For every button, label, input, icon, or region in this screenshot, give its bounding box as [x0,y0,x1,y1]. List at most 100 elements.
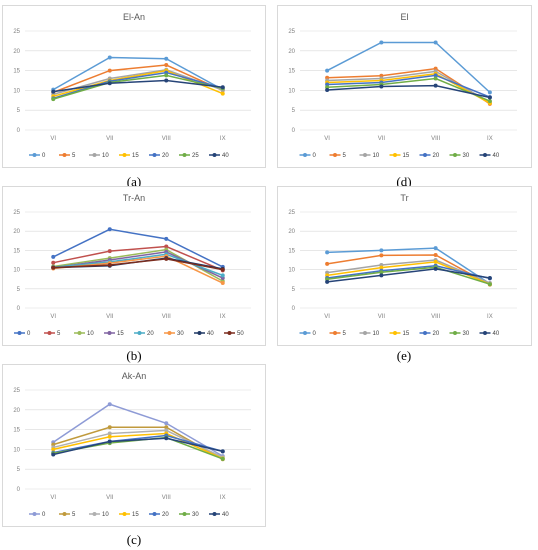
data-point-30 [379,270,384,275]
x-tick-label: IX [220,136,226,142]
legend-label: 15 [132,153,139,159]
series-line-40 [327,84,491,99]
series-line-40 [53,437,223,456]
data-point-0 [379,40,384,45]
data-point-15 [433,259,438,264]
series-line-30 [327,266,491,285]
legend-marker-0 [303,331,307,335]
legend-marker-30 [453,153,457,157]
series-line-0 [52,56,224,91]
legend-marker-20 [152,153,157,157]
data-point-40 [107,439,112,444]
data-point-5 [164,244,169,249]
x-tick-label: VII [106,495,114,501]
legend-marker-20 [152,512,157,516]
legend-label: 15 [132,512,139,518]
legend-label: 30 [192,512,199,518]
data-point-15 [51,447,56,452]
legend-label: 15 [117,331,124,337]
legend-label: 0 [313,153,317,159]
data-point-40 [220,85,225,90]
legend-marker-15 [122,153,127,157]
series-line-30 [327,77,491,102]
data-point-40 [51,452,56,457]
data-point-30 [325,85,330,90]
y-tick-label: 25 [13,388,20,394]
series-line-20 [327,74,491,98]
data-point-5 [433,253,438,258]
data-point-10 [164,428,169,433]
data-point-0 [325,250,330,255]
legend-marker-25 [182,153,187,157]
y-tick-label: 25 [288,29,295,35]
legend-label: 5 [57,331,61,337]
chart-title: El [400,12,408,22]
chart-svg: Ak-An 0 5 10 15 20 25 VI VII VIII IX 0 5 10 15 20 30 40 [13,371,251,518]
legend-label: 0 [313,331,317,337]
data-point-20 [433,73,438,78]
x-tick-label: VII [378,314,386,320]
data-point-0 [379,248,384,253]
legend-marker-15 [122,512,127,516]
data-point-40 [433,266,438,271]
data-point-25 [164,73,169,78]
panel-label: (d) [396,174,412,189]
data-point-0 [487,90,492,95]
data-point-0 [164,421,169,426]
legend-label: 15 [403,331,410,337]
legend-marker-10 [92,512,97,516]
data-point-5 [107,68,112,73]
data-point-30 [220,281,225,286]
data-point-40 [164,436,169,441]
data-point-5 [164,425,169,430]
y-tick-label: 20 [13,408,20,414]
series-line-50 [53,258,223,271]
legend-label: 0 [42,512,46,518]
legend-marker-40 [212,512,217,516]
legend-marker-40 [483,331,487,335]
chart-title: El-An [123,12,145,22]
legend-marker-40 [197,331,202,335]
legend-label: 5 [343,331,347,337]
legend-marker-30 [167,331,172,335]
y-tick-label: 5 [17,467,21,473]
x-tick-label: VIII [162,495,171,501]
series-line-5 [52,64,224,94]
y-tick-label: 5 [292,108,296,114]
x-tick-label: VIII [431,136,440,142]
series-line-40 [53,79,223,93]
chart-svg: Tr 0 5 10 15 20 25 VI VII VIII IX 0 5 10 15 20 30 40 [288,193,517,337]
y-tick-label: 10 [288,268,295,274]
series-line-0 [52,403,224,457]
legend-marker-5 [62,153,67,157]
series-line-5 [327,254,491,286]
y-tick-label: 0 [292,128,296,134]
legend-marker-10 [363,331,367,335]
legend-label: 15 [403,153,410,159]
legend-label: 10 [102,512,109,518]
data-point-0 [433,246,438,251]
chart-tr-an: Tr-An 0 5 10 15 20 25 VI VII VIII IX 0 5 10 15 20 30 40 50 [2,186,266,346]
y-tick-label: 25 [13,29,20,35]
legend-marker-0 [32,153,37,157]
x-tick-label: VIII [162,314,171,320]
legend-marker-10 [363,153,367,157]
data-point-40 [51,89,56,94]
data-point-0 [107,55,112,60]
legend-label: 5 [72,512,76,518]
legend-label: 40 [222,512,229,518]
legend-marker-10 [77,331,82,335]
legend-label: 10 [102,153,109,159]
series-line-20 [327,265,491,280]
data-point-40 [220,449,225,454]
legend-marker-5 [47,331,52,335]
data-point-5 [107,425,112,430]
data-point-40 [487,95,492,100]
legend-marker-40 [483,153,487,157]
data-point-15 [220,91,225,96]
x-tick-label: VII [106,314,114,320]
chart-title: Tr [400,193,408,203]
legend-marker-15 [107,331,112,335]
data-point-5 [51,260,56,265]
data-point-5 [325,75,330,80]
